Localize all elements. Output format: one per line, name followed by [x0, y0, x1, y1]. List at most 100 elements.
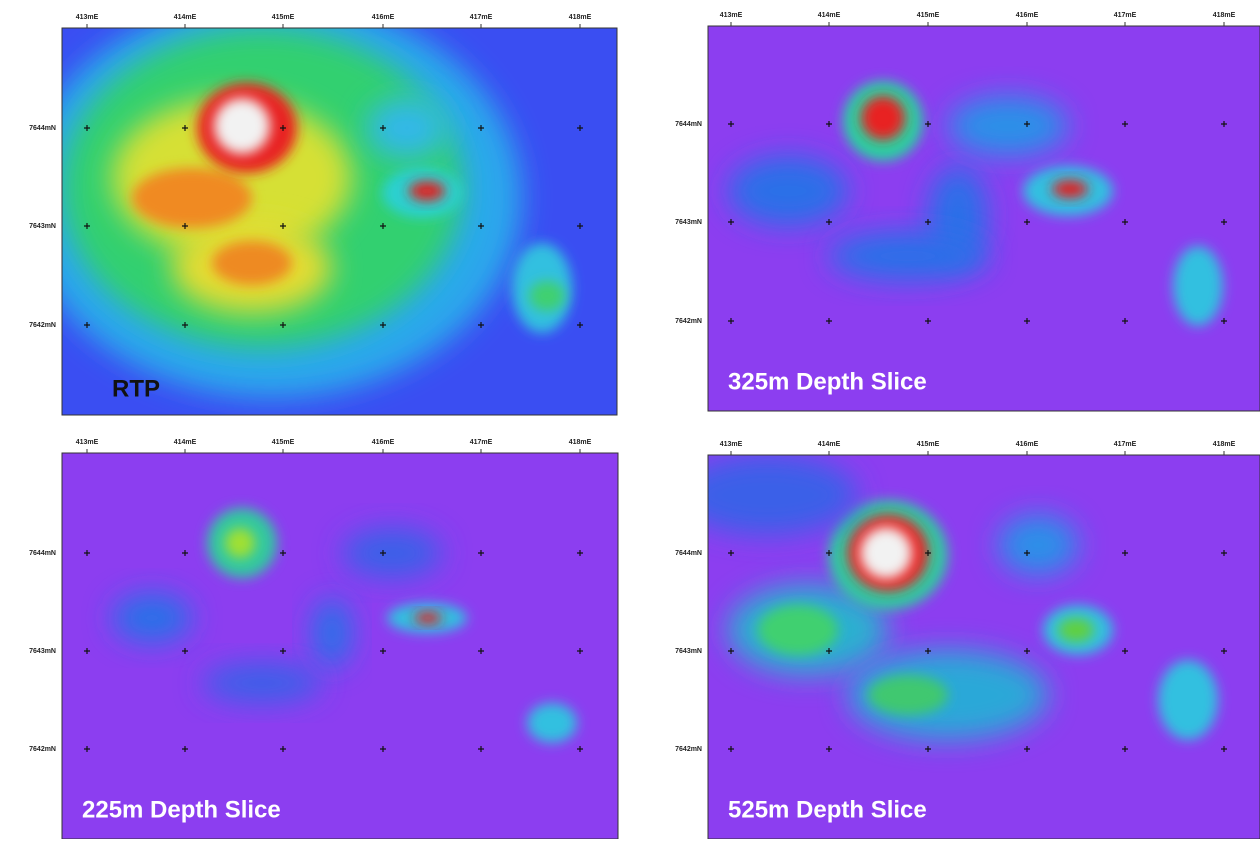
grid-cross — [478, 550, 484, 556]
x-tick-label: 416mE — [1016, 12, 1039, 19]
x-tick-label: 414mE — [174, 439, 197, 446]
x-tick-label: 413mE — [76, 439, 99, 446]
y-tick-label: 7644mN — [29, 125, 56, 132]
map-image — [708, 455, 1260, 839]
x-tick-label: 415mE — [917, 441, 940, 448]
x-tick-label: 414mE — [818, 12, 841, 19]
grid-cross — [1024, 550, 1030, 556]
panel-title: 325m Depth Slice — [728, 368, 927, 395]
grid-cross — [1122, 121, 1128, 127]
anomaly — [414, 612, 442, 624]
x-tick-label: 413mE — [720, 12, 743, 19]
y-tick-label: 7643mN — [675, 219, 702, 226]
grid-cross — [1024, 219, 1030, 225]
grid-cross — [280, 746, 286, 752]
grid-cross — [84, 223, 90, 229]
grid-cross — [826, 648, 832, 654]
x-tick-label: 415mE — [272, 14, 295, 21]
grid-cross — [1122, 746, 1128, 752]
x-tick-label: 416mE — [372, 14, 395, 21]
x-tick-label: 413mE — [76, 14, 99, 21]
grid-cross — [577, 648, 583, 654]
x-tick-label: 418mE — [569, 439, 592, 446]
grid-cross — [380, 746, 386, 752]
grid-cross — [728, 318, 734, 324]
map-image — [62, 453, 618, 839]
anomaly — [868, 675, 948, 715]
grid-cross — [577, 223, 583, 229]
grid-cross — [728, 648, 734, 654]
grid-cross — [182, 746, 188, 752]
panel-title: RTP — [112, 375, 160, 402]
grid-cross — [84, 550, 90, 556]
panel-title: 525m Depth Slice — [728, 796, 927, 823]
grid-cross — [182, 125, 188, 131]
grid-cross — [1024, 121, 1030, 127]
grid-cross — [182, 648, 188, 654]
anomaly — [112, 593, 192, 643]
x-tick-label: 418mE — [1213, 441, 1236, 448]
grid-cross — [728, 746, 734, 752]
anomaly — [527, 703, 577, 743]
grid-cross — [478, 322, 484, 328]
grid-cross — [728, 550, 734, 556]
anomaly — [367, 98, 447, 158]
grid-cross — [1024, 648, 1030, 654]
anomaly — [758, 605, 838, 655]
anomaly — [1058, 618, 1094, 642]
grid-cross — [478, 648, 484, 654]
map-frame — [707, 25, 1260, 412]
grid-cross — [826, 121, 832, 127]
grid-cross — [280, 550, 286, 556]
grid-cross — [577, 125, 583, 131]
grid-cross — [1122, 219, 1128, 225]
map-image — [708, 26, 1260, 411]
anomaly — [202, 663, 322, 703]
grid-cross — [380, 648, 386, 654]
grid-cross — [728, 219, 734, 225]
x-tick-label: 417mE — [470, 14, 493, 21]
grid-cross — [280, 223, 286, 229]
grid-cross — [182, 223, 188, 229]
x-tick-label: 414mE — [174, 14, 197, 21]
grid-cross — [182, 550, 188, 556]
grid-cross — [826, 746, 832, 752]
x-tick-label: 416mE — [1016, 441, 1039, 448]
grid-cross — [182, 322, 188, 328]
grid-cross — [1221, 550, 1227, 556]
anomaly — [1052, 180, 1088, 198]
grid-cross — [925, 550, 931, 556]
grid-cross — [380, 322, 386, 328]
map-panel: 413mE 414mE 415mE 416mE 417mE 418mE 7644mN 7643… — [675, 12, 1260, 412]
map-frame — [61, 27, 618, 416]
grid-cross — [925, 219, 931, 225]
anomaly — [212, 241, 292, 285]
y-tick-label: 7644mN — [29, 550, 56, 557]
grid-cross — [1221, 648, 1227, 654]
anomaly — [529, 281, 565, 311]
y-tick-label: 7642mN — [675, 318, 702, 325]
grid-cross — [280, 125, 286, 131]
grid-cross — [925, 746, 931, 752]
grid-cross — [826, 550, 832, 556]
grid-cross — [925, 318, 931, 324]
grid-cross — [478, 223, 484, 229]
grid-cross — [478, 125, 484, 131]
grid-cross — [84, 125, 90, 131]
anomaly — [861, 96, 905, 140]
grid-cross — [1122, 648, 1128, 654]
y-tick-label: 7643mN — [675, 648, 702, 655]
grid-cross — [280, 322, 286, 328]
grid-cross — [84, 322, 90, 328]
grid-cross — [84, 648, 90, 654]
grid-cross — [925, 121, 931, 127]
map-panel: 413mE 414mE 415mE 416mE 417mE 418mE 7644mN 7643… — [29, 439, 619, 840]
anomaly — [1158, 660, 1218, 740]
anomaly — [998, 515, 1078, 575]
grid-cross — [380, 125, 386, 131]
y-tick-label: 7643mN — [29, 648, 56, 655]
y-tick-label: 7642mN — [675, 746, 702, 753]
anomaly — [342, 528, 442, 578]
anomaly — [409, 181, 445, 201]
